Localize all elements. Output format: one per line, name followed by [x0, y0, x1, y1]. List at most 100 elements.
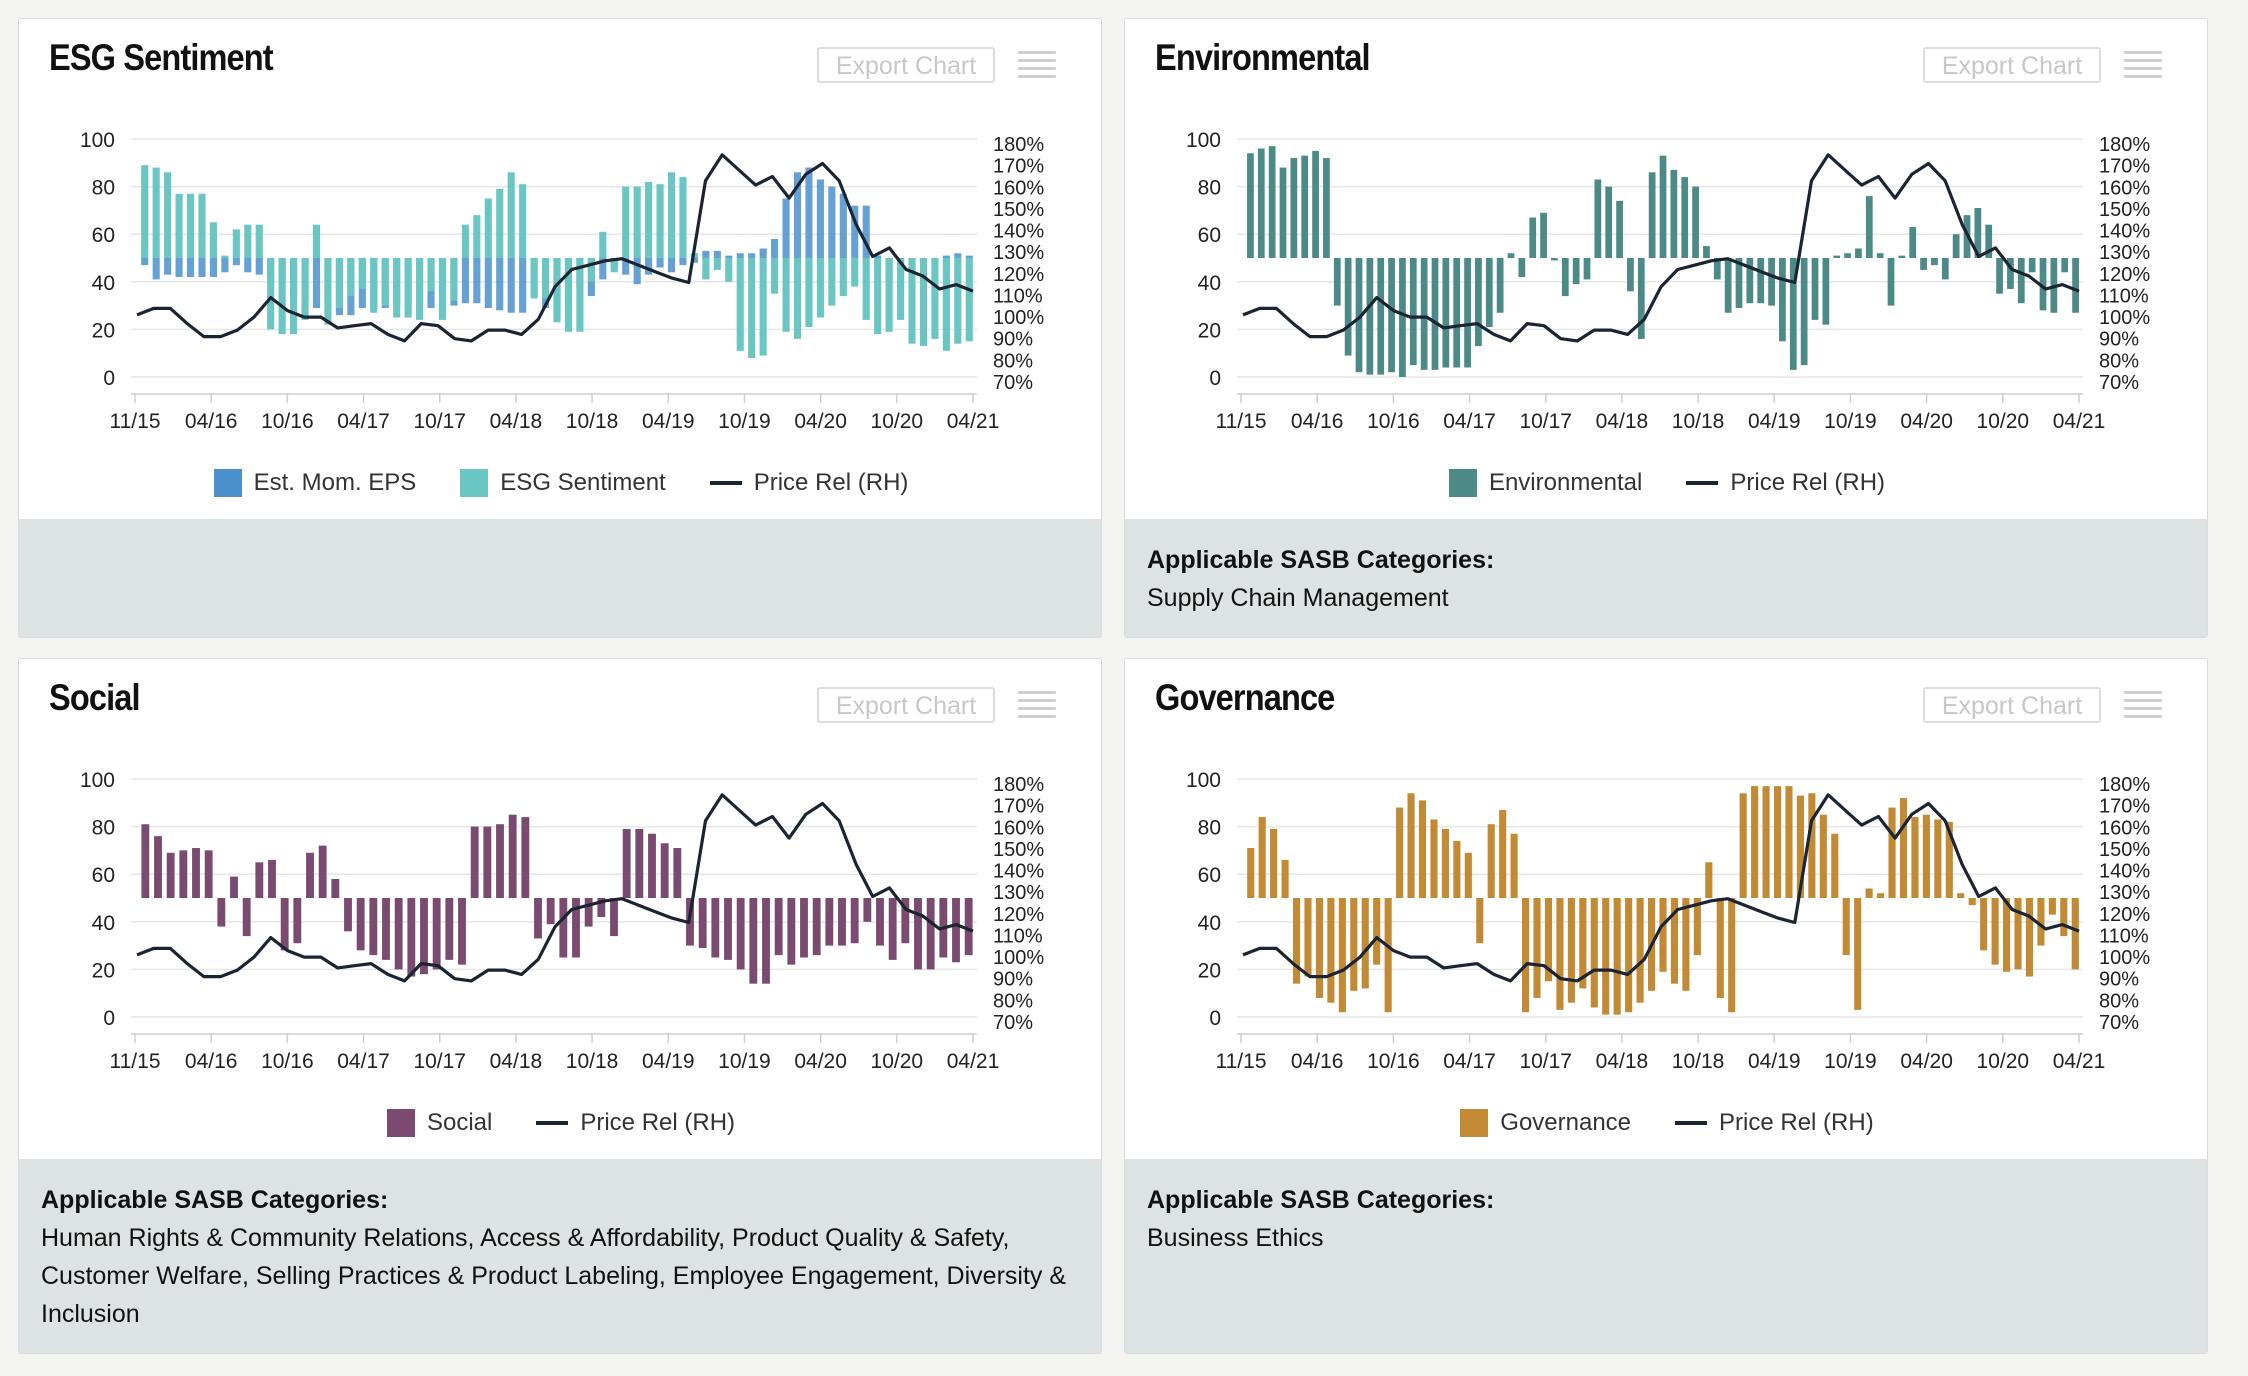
bar-environmental — [1985, 224, 1993, 258]
chart-plot: 0 20 40 60 80 100 70%80%90%100%110%120%130%140… — [80, 769, 1044, 1073]
bar-social — [863, 898, 872, 922]
price-rel-line — [1242, 793, 2080, 983]
hamburger-menu-icon[interactable] — [1018, 689, 1056, 719]
bar-esg-sentiment — [897, 258, 905, 320]
x-tick-label: 10/18 — [1672, 410, 1725, 433]
y-right-tick-label: 70% — [993, 1012, 1033, 1034]
bar-est-mom-eps — [645, 258, 653, 275]
bar-governance — [1544, 898, 1553, 982]
bar-environmental — [1833, 255, 1841, 258]
bar-social — [914, 898, 922, 970]
bar-governance — [1315, 898, 1323, 998]
legend-label: Environmental — [1488, 469, 1643, 496]
y-left-tick-label: 40 — [92, 912, 115, 935]
legend-line — [536, 1121, 569, 1125]
bar-est-mom-eps — [152, 258, 160, 280]
bar-esg-sentiment — [404, 258, 412, 318]
bar-est-mom-eps — [633, 258, 641, 285]
bar-environmental — [1594, 179, 1602, 258]
legend-item-price-rel[interactable]: Price Rel (RH) — [1675, 1109, 1874, 1137]
legend-item-eps[interactable]: Est. Mom. EPS — [213, 469, 416, 497]
bar-est-mom-eps — [690, 258, 698, 263]
bar-esg-sentiment — [908, 258, 916, 344]
y-right-tick-label: 70% — [2099, 1012, 2139, 1034]
bar-environmental — [1496, 258, 1504, 313]
y-right-tick-label: 140% — [993, 221, 1044, 243]
hamburger-menu-icon[interactable] — [1018, 49, 1056, 79]
bar-esg-sentiment — [530, 258, 538, 299]
bar-esg-sentiment — [358, 258, 366, 289]
y-left-tick-label: 60 — [92, 224, 115, 247]
bar-governance — [1384, 898, 1392, 1013]
bar-social — [635, 828, 644, 898]
bar-environmental — [1996, 258, 2003, 294]
bar-governance — [1464, 852, 1472, 898]
legend-item-price-rel[interactable]: Price Rel (RH) — [709, 469, 908, 497]
legend-item-social[interactable]: Social — [386, 1109, 492, 1137]
bar-social — [876, 898, 884, 946]
y-left-tick-label: 20 — [1198, 319, 1221, 342]
legend-label: ESG Sentiment — [500, 469, 666, 496]
x-tick-label: 10/16 — [1367, 410, 1420, 433]
sasb-categories: Human Rights & Community Relations, Acce… — [41, 1224, 1067, 1328]
bar-social — [850, 898, 859, 944]
legend-swatch — [213, 469, 242, 497]
bar-environmental — [1377, 258, 1385, 375]
y-left-tick-label: 100 — [1186, 769, 1221, 792]
bar-esg-sentiment — [507, 172, 515, 258]
bar-est-mom-eps — [599, 258, 607, 280]
bar-governance — [1693, 898, 1701, 956]
bar-environmental — [2007, 258, 2014, 289]
bar-esg-sentiment — [702, 258, 710, 280]
panel-title: ESG Sentiment — [49, 37, 274, 78]
legend-item-esg-sentiment[interactable]: ESG Sentiment — [460, 469, 666, 497]
bar-esg-sentiment — [736, 258, 744, 351]
export-chart-button[interactable]: Export Chart — [1923, 47, 2101, 83]
y-right-tick-label: 100% — [2099, 947, 2150, 969]
bar-social — [610, 898, 618, 937]
bar-esg-sentiment — [267, 258, 275, 330]
bar-esg-sentiment — [461, 224, 469, 258]
legend-swatch — [1448, 469, 1477, 497]
x-tick-label: 04/16 — [185, 410, 238, 433]
bar-environmental — [1551, 258, 1558, 261]
bar-est-mom-eps — [862, 205, 870, 258]
bar-governance — [1613, 898, 1621, 1015]
bar-governance — [1888, 807, 1896, 898]
bar-social — [192, 848, 200, 898]
bar-governance — [2060, 898, 2068, 937]
bar-esg-sentiment — [805, 258, 813, 328]
legend-item-governance[interactable]: Governance — [1460, 1109, 1631, 1137]
bar-social — [445, 898, 454, 960]
y-right-tick-label: 100% — [993, 947, 1044, 969]
bar-est-mom-eps — [656, 258, 664, 268]
chart-legend: Governance Price Rel (RH) — [1125, 1103, 2207, 1143]
x-tick-label: 04/20 — [1900, 1050, 1953, 1073]
legend-item-environmental[interactable]: Environmental — [1448, 469, 1643, 497]
x-tick-label: 10/20 — [1977, 410, 2030, 433]
y-right-tick-label: 80% — [2099, 990, 2139, 1012]
export-chart-button[interactable]: Export Chart — [817, 687, 995, 723]
bar-governance — [1510, 833, 1518, 898]
bar-esg-sentiment — [851, 258, 859, 287]
legend-item-price-rel[interactable]: Price Rel (RH) — [1686, 469, 1885, 497]
x-tick-label: 04/21 — [947, 1050, 1000, 1073]
y-right-tick-label: 80% — [993, 990, 1033, 1012]
bar-est-mom-eps — [507, 258, 515, 313]
legend-line — [1686, 481, 1719, 485]
bar-governance — [1705, 862, 1713, 898]
legend-item-price-rel[interactable]: Price Rel (RH) — [536, 1109, 735, 1137]
bar-environmental — [1388, 258, 1395, 373]
export-chart-button[interactable]: Export Chart — [1923, 687, 2101, 723]
bar-governance — [1728, 898, 1736, 1013]
governance-panel: Governance Export Chart 0 20 40 60 80 100 70% 8… — [1124, 658, 2208, 1354]
hamburger-menu-icon[interactable] — [2124, 689, 2162, 719]
hamburger-menu-icon[interactable] — [2124, 49, 2162, 79]
bar-est-mom-eps — [713, 250, 721, 258]
sasb-footer: Applicable SASB Categories: Supply Chain… — [1125, 519, 2207, 637]
bar-esg-sentiment — [416, 258, 424, 320]
bar-environmental — [1768, 258, 1775, 306]
bar-governance — [1796, 795, 1804, 898]
bar-social — [293, 898, 302, 944]
export-chart-button[interactable]: Export Chart — [817, 47, 995, 83]
